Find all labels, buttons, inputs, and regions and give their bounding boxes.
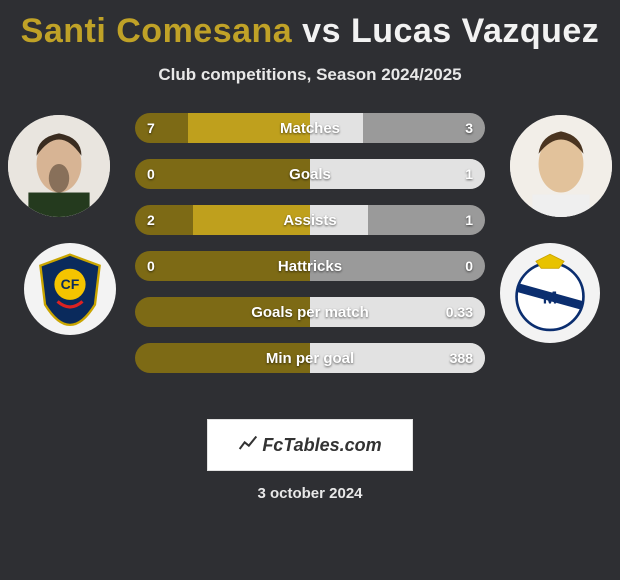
stat-bar-right-fill xyxy=(310,205,368,235)
stat-bar-right xyxy=(310,343,485,373)
stat-row-goals_per_match: Goals per match0.33 xyxy=(135,297,485,327)
player1-club-badge: CF xyxy=(24,243,116,335)
stat-bar-bg xyxy=(135,205,485,235)
stat-bar-bg xyxy=(135,113,485,143)
villarreal-crest-icon: CF xyxy=(31,250,109,328)
stat-bar-left xyxy=(135,251,310,281)
stat-bar-right-fill xyxy=(310,113,363,143)
stat-bar-bg xyxy=(135,251,485,281)
stat-bar-right-fill xyxy=(310,343,485,373)
stat-bar-left-dim xyxy=(135,297,310,327)
player2-avatar xyxy=(510,115,612,217)
stat-bar-right xyxy=(310,251,485,281)
stat-bar-left xyxy=(135,297,310,327)
stat-bar-left-dim xyxy=(135,159,310,189)
stat-bar-left-fill xyxy=(193,205,310,235)
title-player2: Lucas Vazquez xyxy=(351,12,599,50)
player2-club-badge: M xyxy=(500,243,600,343)
footer: FcTables.com xyxy=(0,419,620,471)
stat-row-goals: 0Goals1 xyxy=(135,159,485,189)
site-logo: FcTables.com xyxy=(207,419,412,471)
stat-bar-left-dim xyxy=(135,343,310,373)
stat-bar-right xyxy=(310,113,485,143)
stat-bar-right-fill xyxy=(310,297,485,327)
stat-row-matches: 7Matches3 xyxy=(135,113,485,143)
stat-bar-left xyxy=(135,113,310,143)
stat-bar-left-dim xyxy=(135,251,310,281)
stat-bars: 7Matches3 0Goals1 2Assists1 0Hattricks0 Goal… xyxy=(135,113,485,389)
title-vs: vs xyxy=(302,12,341,50)
stat-bar-right xyxy=(310,205,485,235)
title-player1: Santi Comesana xyxy=(21,12,293,50)
stat-bar-left xyxy=(135,205,310,235)
stat-bar-left xyxy=(135,343,310,373)
comparison-content: CF M 7Matches3 0Goals1 2Assists1 0Hattricks… xyxy=(0,113,620,413)
stat-bar-right xyxy=(310,297,485,327)
stat-row-hattricks: 0Hattricks0 xyxy=(135,251,485,281)
player1-face-icon xyxy=(8,115,110,217)
stat-bar-left-fill xyxy=(188,113,311,143)
player1-avatar xyxy=(8,115,110,217)
stat-bar-right-fill xyxy=(310,159,485,189)
stat-bar-bg xyxy=(135,297,485,327)
stat-bar-left xyxy=(135,159,310,189)
date: 3 october 2024 xyxy=(0,485,620,502)
stat-row-min_per_goal: Min per goal388 xyxy=(135,343,485,373)
comparison-title: Santi Comesana vs Lucas Vazquez xyxy=(0,0,620,51)
stat-bar-bg xyxy=(135,159,485,189)
stat-bar-bg xyxy=(135,343,485,373)
chart-line-icon xyxy=(238,434,258,454)
svg-text:M: M xyxy=(543,288,558,308)
real-madrid-crest-icon: M xyxy=(506,249,594,337)
stat-row-assists: 2Assists1 xyxy=(135,205,485,235)
stat-bar-right xyxy=(310,159,485,189)
stat-bar-right-dim xyxy=(310,251,485,281)
player2-face-icon xyxy=(510,115,612,217)
subtitle: Club competitions, Season 2024/2025 xyxy=(0,65,620,85)
svg-text:CF: CF xyxy=(61,276,80,292)
site-name: FcTables.com xyxy=(262,435,381,455)
